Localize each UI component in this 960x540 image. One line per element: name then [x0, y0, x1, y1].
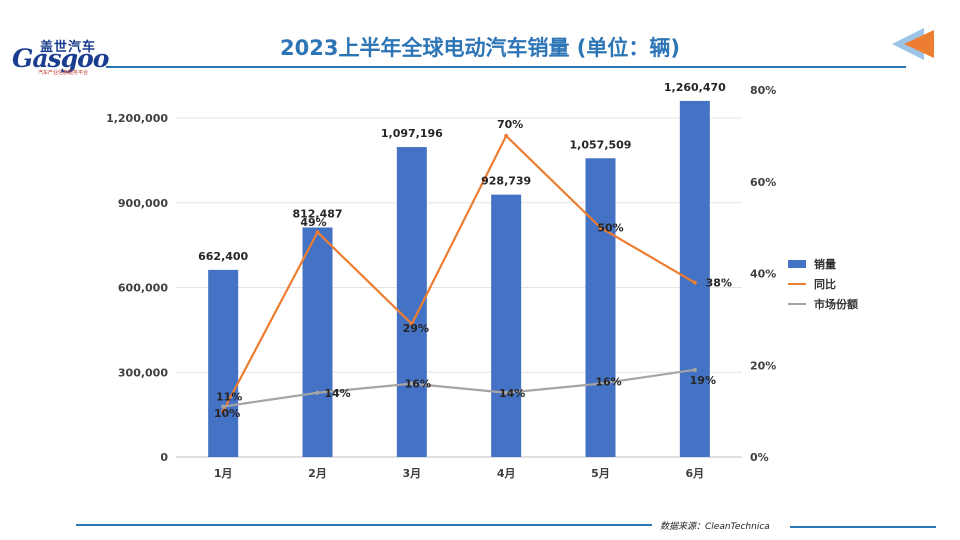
y-left-tick-label: 900,000	[118, 197, 168, 210]
bar	[585, 158, 616, 457]
legend-swatch-sales	[788, 260, 806, 268]
gasgoo-logo: 盖世汽车 Gasgoo 汽车产业信息服务平台	[8, 36, 109, 78]
yoy-value-label: 38%	[706, 277, 732, 290]
legend-swatch-yoy	[788, 283, 806, 285]
share-value-label: 16%	[405, 378, 431, 391]
yoy-point	[692, 280, 697, 285]
bar-value-label: 928,739	[481, 175, 531, 188]
legend-swatch-share	[788, 303, 806, 305]
share-value-label: 16%	[595, 376, 621, 389]
legend-item-share: 市场份额	[788, 294, 858, 314]
legend-label-share: 市场份额	[814, 298, 858, 311]
y-left-tick-label: 0	[160, 451, 168, 464]
y-right-tick-label: 60%	[750, 176, 776, 189]
share-point	[409, 381, 414, 386]
grid-lines	[176, 117, 742, 458]
legend-item-yoy: 同比	[788, 274, 858, 294]
share-line	[223, 368, 695, 408]
yoy-point	[315, 230, 320, 235]
logo-en-text: Gasgoo	[12, 44, 109, 73]
share-point	[315, 390, 320, 395]
yoy-point	[221, 409, 226, 414]
y-left-tick-label: 600,000	[118, 282, 168, 295]
share-point	[221, 404, 226, 409]
bar	[302, 227, 333, 457]
bar	[208, 269, 239, 457]
bar-value-label: 662,400	[198, 250, 248, 263]
yoy-value-label: 49%	[300, 216, 326, 229]
chart-legend: 销量 同比 市场份额	[788, 254, 858, 314]
y-left-tick-label: 1,200,000	[106, 112, 168, 125]
yoy-value-label: 10%	[214, 407, 240, 420]
arrow-decoration-icon	[892, 28, 934, 60]
x-tick-label: 2月	[308, 467, 327, 480]
share-value-label: 14%	[324, 387, 350, 400]
yoy-point	[598, 225, 603, 230]
y-right-tick-label: 0%	[750, 451, 769, 464]
x-tick-label: 4月	[497, 467, 516, 480]
share-point	[692, 367, 697, 372]
x-tick-label: 3月	[403, 467, 422, 480]
bar-value-label: 1,057,509	[570, 138, 632, 151]
line-series	[221, 133, 697, 414]
x-tick-label: 6月	[686, 467, 705, 480]
bar	[491, 194, 522, 457]
footer-divider-right	[790, 526, 936, 528]
title-divider	[106, 66, 906, 68]
share-point	[598, 381, 603, 386]
footer-divider-left	[76, 524, 652, 526]
bar	[679, 100, 710, 457]
y-right-tick-label: 80%	[750, 84, 776, 97]
bar-value-label: 1,260,470	[664, 81, 726, 94]
share-value-label: 11%	[216, 391, 242, 404]
yoy-value-label: 50%	[597, 222, 623, 235]
yoy-line	[222, 134, 696, 412]
yoy-value-label: 70%	[497, 118, 523, 131]
data-labels: 662,400 812,487 1,097,196 928,739 1,057,509 1…	[198, 81, 732, 420]
x-tick-label: 5月	[591, 467, 610, 480]
legend-label-sales: 销量	[814, 258, 836, 271]
yoy-value-label: 29%	[403, 322, 429, 335]
source-note: 数据来源：CleanTechnica	[660, 522, 770, 532]
legend-label-yoy: 同比	[814, 278, 836, 291]
share-value-label: 19%	[690, 374, 716, 387]
bar-series	[208, 100, 710, 458]
yoy-point	[409, 321, 414, 326]
share-value-label: 14%	[499, 387, 525, 400]
chart-title: 2023上半年全球电动汽车销量 (单位：辆)	[280, 36, 680, 60]
y-right-tick-label: 40%	[750, 268, 776, 281]
y-right-tick-label: 20%	[750, 359, 776, 372]
y-left-tick-label: 300,000	[118, 366, 168, 379]
legend-item-sales: 销量	[788, 254, 858, 274]
logo-cn-text: 盖世汽车	[40, 40, 97, 55]
yoy-point	[504, 133, 509, 138]
share-point	[504, 390, 509, 395]
bar-value-label: 812,487	[292, 207, 342, 220]
logo-sub-text: 汽车产业信息服务平台	[38, 70, 89, 76]
bar-value-label: 1,097,196	[381, 127, 443, 140]
x-tick-label: 1月	[214, 467, 233, 480]
axes: 0 300,000 600,000 900,000 1,200,000 0% 20% 40% 6…	[106, 84, 776, 480]
